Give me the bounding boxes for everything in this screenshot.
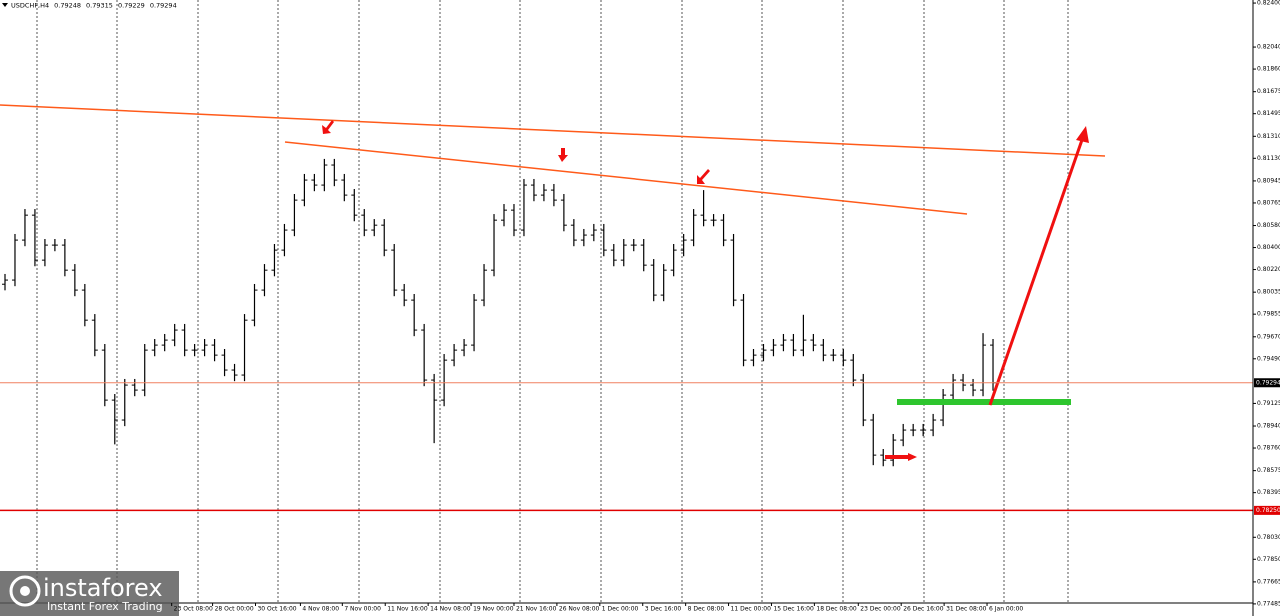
y-tick-label: 0.79855: [1257, 311, 1280, 318]
header-value: 0.79294: [150, 2, 177, 10]
y-tick-label: 0.81495: [1257, 110, 1280, 117]
header-value: 0.79315: [86, 2, 113, 10]
price-label-box: [1254, 505, 1280, 515]
y-tick-label: 0.77665: [1257, 578, 1280, 585]
x-tick-label: 21 Nov 16:00: [516, 606, 557, 613]
y-tick-label: 0.78940: [1257, 423, 1280, 430]
x-tick-label: 31 Dec 08:00: [946, 606, 987, 613]
brand-logo: instaforex Instant Forex Trading: [0, 571, 179, 616]
y-tick-label: 0.79490: [1257, 355, 1280, 362]
trendline: [0, 104, 1106, 157]
y-tick-label: 0.80220: [1257, 266, 1280, 273]
price-label: 0.79294: [1256, 379, 1280, 386]
x-tick-label: 3 Dec 16:00: [645, 606, 682, 613]
price-label: 0.78250: [1256, 507, 1280, 514]
x-tick-label: 28 Oct 00:00: [215, 606, 254, 613]
y-tick-label: 0.78395: [1257, 489, 1280, 496]
header-value: 0.79248: [54, 2, 81, 10]
y-tick-label: 0.78760: [1257, 445, 1280, 452]
annotations: [0, 104, 1106, 461]
header: USDCHF,H4 0.79248 0.79315 0.79229 0.79294: [2, 2, 177, 10]
x-tick-label: 7 Nov 00:00: [344, 606, 381, 613]
y-tick-label: 0.80580: [1257, 222, 1280, 229]
x-tick-label: 4 Nov 08:00: [302, 606, 339, 613]
support-zone: [897, 399, 1071, 405]
y-tick-label: 0.80035: [1257, 289, 1280, 296]
x-tick-label: 11 Nov 16:00: [387, 606, 428, 613]
price-label-box: [1254, 378, 1280, 388]
levels: [0, 382, 1253, 512]
y-tick-label: 0.77850: [1257, 556, 1280, 563]
x-tick-label: 15 Dec 16:00: [773, 606, 814, 613]
y-tick-label: 0.77485: [1257, 600, 1280, 607]
y-tick-label: 0.81310: [1257, 133, 1280, 140]
arrow-head: [1076, 126, 1089, 143]
x-tick-label: 23 Dec 00:00: [860, 606, 901, 613]
brand-tagline: Instant Forex Trading: [47, 600, 163, 613]
y-tick-label: 0.82040: [1257, 44, 1280, 51]
y-tick-label: 0.78575: [1257, 467, 1280, 474]
x-tick-label: 1 Dec 00:00: [602, 606, 639, 613]
marker-arrow: [697, 169, 710, 184]
y-tick-label: 0.80765: [1257, 199, 1280, 206]
x-tick-label: 6 Jan 00:00: [989, 606, 1023, 613]
marker-arrow: [885, 453, 917, 461]
logo-icon: [20, 586, 30, 596]
marker-arrow: [558, 148, 568, 162]
x-tick-label: 18 Dec 08:00: [816, 606, 857, 613]
y-tick-label: 0.81130: [1257, 155, 1280, 162]
logo-icon: [9, 575, 41, 607]
symbol-label: USDCHF,H4 0.79248 0.79315 0.79229 0.79294: [11, 2, 177, 10]
marker-arrow: [322, 120, 334, 134]
y-tick-label: 0.82400: [1257, 0, 1280, 7]
menu-icon: [2, 3, 8, 7]
y-tick-label: 0.78030: [1257, 534, 1280, 541]
y-tick-label: 0.79125: [1257, 400, 1280, 407]
y-tick-label: 0.79670: [1257, 333, 1280, 340]
x-tick-label: 14 Nov 08:00: [430, 606, 471, 613]
y-tick-label: 0.80945: [1257, 177, 1280, 184]
x-tick-label: 8 Dec 08:00: [688, 606, 725, 613]
x-tick-label: 26 Nov 08:00: [559, 606, 600, 613]
y-tick-label: 0.81860: [1257, 66, 1280, 73]
x-tick-label: 11 Dec 00:00: [731, 606, 772, 613]
x-tick-label: 30 Oct 16:00: [257, 606, 296, 613]
price-bars: [2, 158, 997, 467]
y-tick-label: 0.81675: [1257, 88, 1280, 95]
x-tick-label: 26 Dec 16:00: [903, 606, 944, 613]
y-tick-label: 0.80400: [1257, 244, 1280, 251]
forecast-arrow: [988, 136, 1085, 406]
x-tick-label: 19 Nov 00:00: [473, 606, 514, 613]
grid: [36, 0, 1069, 603]
x-tick-label: 23 Oct 08:00: [174, 606, 213, 613]
trendline: [284, 141, 968, 215]
price-axis: 0.82400 0.82040 0.81860 0.81675 0.81495 0.813…: [1253, 0, 1280, 607]
header-value: 0.79229: [118, 2, 145, 10]
brand-name: instaforex: [43, 574, 163, 602]
